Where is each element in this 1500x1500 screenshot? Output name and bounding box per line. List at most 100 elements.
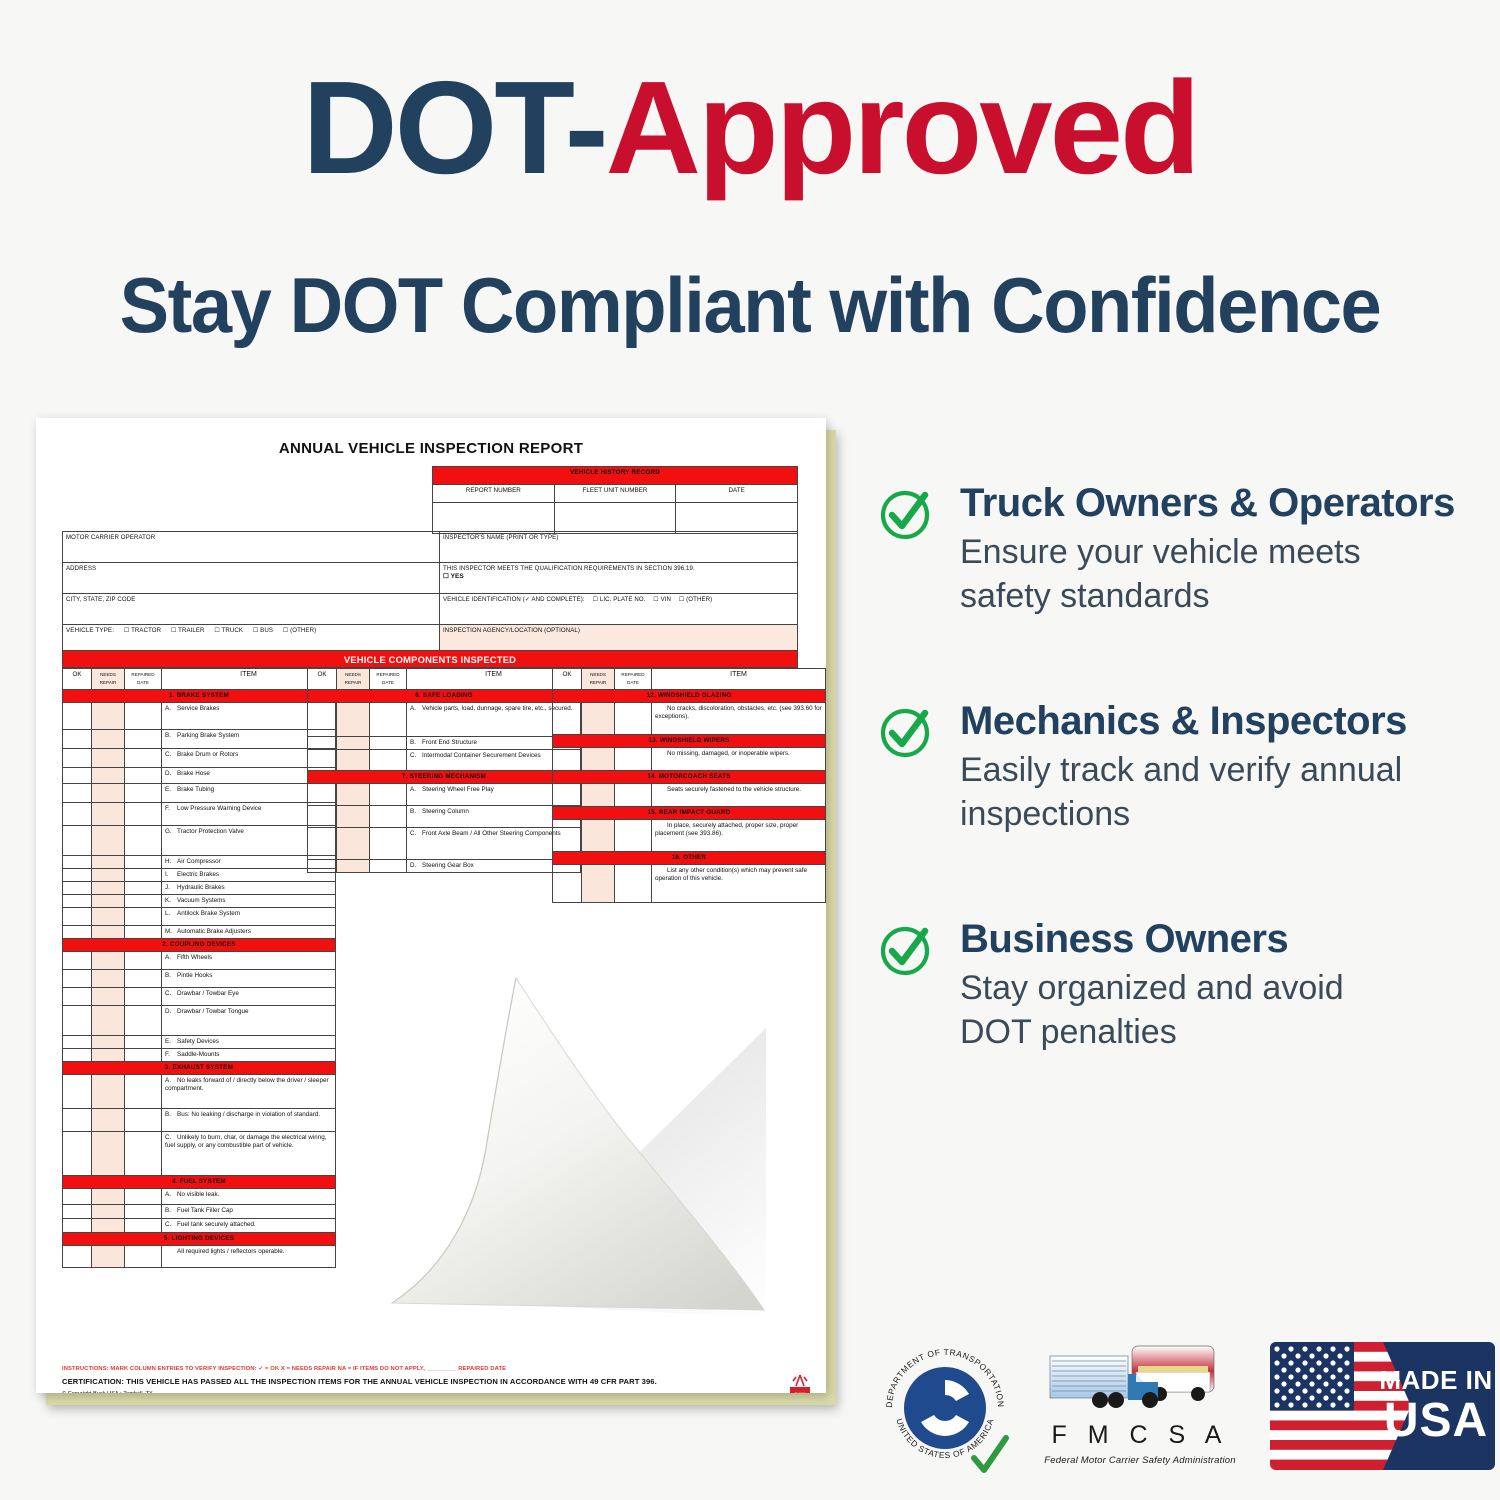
address-field[interactable]: ADDRESS xyxy=(62,562,440,594)
vehicle-type-bus[interactable]: ☐ BUS xyxy=(252,627,274,634)
lic-plate-checkbox[interactable]: ☐ LIC. PLATE NO. xyxy=(592,596,646,603)
city-state-zip-field[interactable]: CITY, STATE, ZIP CODE xyxy=(62,593,440,625)
needs-repair-cell[interactable] xyxy=(91,1035,125,1049)
ok-checkbox-cell[interactable] xyxy=(62,868,92,882)
motor-carrier-operator-field[interactable]: MOTOR CARRIER OPERATOR xyxy=(62,531,440,563)
needs-repair-cell[interactable] xyxy=(336,859,370,873)
input-cell[interactable] xyxy=(432,502,555,534)
needs-repair-cell[interactable] xyxy=(91,1131,125,1176)
qualification-field[interactable]: THIS INSPECTOR MEETS THE QUALIFICATION R… xyxy=(439,562,798,594)
repaired-date-cell[interactable] xyxy=(614,819,652,852)
ok-checkbox-cell[interactable] xyxy=(62,1005,92,1036)
needs-repair-cell[interactable] xyxy=(91,951,125,970)
input-cell[interactable] xyxy=(553,502,677,534)
ok-checkbox-cell[interactable] xyxy=(62,881,92,895)
vin-checkbox[interactable]: ☐ VIN xyxy=(653,596,672,603)
repaired-date-cell[interactable] xyxy=(124,969,162,988)
repaired-date-cell[interactable] xyxy=(124,825,162,856)
needs-repair-cell[interactable] xyxy=(91,767,125,784)
needs-repair-cell[interactable] xyxy=(581,702,615,735)
repaired-date-cell[interactable] xyxy=(124,783,162,803)
ok-checkbox-cell[interactable] xyxy=(62,855,92,869)
needs-repair-cell[interactable] xyxy=(91,1005,125,1036)
repaired-date-cell[interactable] xyxy=(124,1188,162,1205)
needs-repair-cell[interactable] xyxy=(581,783,615,807)
needs-repair-cell[interactable] xyxy=(336,749,370,771)
ok-checkbox-cell[interactable] xyxy=(62,748,92,768)
input-cell[interactable] xyxy=(675,502,798,534)
needs-repair-cell[interactable] xyxy=(336,827,370,860)
needs-repair-cell[interactable] xyxy=(336,805,370,828)
repaired-date-cell[interactable] xyxy=(614,702,652,735)
needs-repair-cell[interactable] xyxy=(91,729,125,749)
ok-checkbox-cell[interactable] xyxy=(62,1048,92,1062)
ok-checkbox-cell[interactable] xyxy=(307,827,337,860)
ok-checkbox-cell[interactable] xyxy=(62,925,92,939)
ok-checkbox-cell[interactable] xyxy=(62,1074,92,1109)
repaired-date-cell[interactable] xyxy=(369,805,407,828)
needs-repair-cell[interactable] xyxy=(91,1048,125,1062)
needs-repair-cell[interactable] xyxy=(336,736,370,750)
repaired-date-cell[interactable] xyxy=(614,747,652,771)
needs-repair-cell[interactable] xyxy=(91,868,125,882)
repaired-date-cell[interactable] xyxy=(124,881,162,895)
repaired-date-cell[interactable] xyxy=(369,736,407,750)
ok-checkbox-cell[interactable] xyxy=(62,1204,92,1219)
repaired-date-cell[interactable] xyxy=(124,1074,162,1109)
repaired-date-cell[interactable] xyxy=(614,783,652,807)
ok-checkbox-cell[interactable] xyxy=(552,783,582,807)
needs-repair-cell[interactable] xyxy=(91,925,125,939)
needs-repair-cell[interactable] xyxy=(91,1218,125,1233)
needs-repair-cell[interactable] xyxy=(581,819,615,852)
repaired-date-cell[interactable] xyxy=(124,868,162,882)
repaired-date-cell[interactable] xyxy=(124,907,162,926)
ok-checkbox-cell[interactable] xyxy=(62,951,92,970)
repaired-date-cell[interactable] xyxy=(124,767,162,784)
needs-repair-cell[interactable] xyxy=(91,825,125,856)
ok-checkbox-cell[interactable] xyxy=(62,702,92,730)
vehicle-identification-field[interactable]: VEHICLE IDENTIFICATION (✓ AND COMPLETE):… xyxy=(439,593,798,625)
ok-checkbox-cell[interactable] xyxy=(62,987,92,1006)
repaired-date-cell[interactable] xyxy=(124,702,162,730)
ok-checkbox-cell[interactable] xyxy=(307,783,337,806)
needs-repair-cell[interactable] xyxy=(91,881,125,895)
ok-checkbox-cell[interactable] xyxy=(62,1188,92,1205)
repaired-date-cell[interactable] xyxy=(369,702,407,737)
needs-repair-cell[interactable] xyxy=(91,748,125,768)
repaired-date-cell[interactable] xyxy=(124,1048,162,1062)
repaired-date-cell[interactable] xyxy=(124,925,162,939)
yes-checkbox[interactable]: ☐ YES xyxy=(443,573,464,580)
needs-repair-cell[interactable] xyxy=(91,1074,125,1109)
ok-checkbox-cell[interactable] xyxy=(552,702,582,735)
needs-repair-cell[interactable] xyxy=(336,783,370,806)
ok-checkbox-cell[interactable] xyxy=(552,819,582,852)
ok-checkbox-cell[interactable] xyxy=(62,969,92,988)
vehicle-type-truck[interactable]: ☐ TRUCK xyxy=(214,627,244,634)
needs-repair-cell[interactable] xyxy=(91,855,125,869)
ok-checkbox-cell[interactable] xyxy=(62,1108,92,1132)
needs-repair-cell[interactable] xyxy=(91,969,125,988)
ok-checkbox-cell[interactable] xyxy=(552,747,582,771)
repaired-date-cell[interactable] xyxy=(124,802,162,826)
ok-checkbox-cell[interactable] xyxy=(307,702,337,737)
ok-checkbox-cell[interactable] xyxy=(62,1035,92,1049)
repaired-date-cell[interactable] xyxy=(369,749,407,771)
ok-checkbox-cell[interactable] xyxy=(62,1218,92,1233)
ok-checkbox-cell[interactable] xyxy=(307,805,337,828)
needs-repair-cell[interactable] xyxy=(91,1188,125,1205)
ok-checkbox-cell[interactable] xyxy=(307,736,337,750)
other-id-checkbox[interactable]: ☐ (OTHER) xyxy=(678,596,713,603)
needs-repair-cell[interactable] xyxy=(336,702,370,737)
vehicle-type-other[interactable]: ☐ (OTHER) xyxy=(282,627,317,634)
ok-checkbox-cell[interactable] xyxy=(62,729,92,749)
repaired-date-cell[interactable] xyxy=(124,987,162,1006)
repaired-date-cell[interactable] xyxy=(124,951,162,970)
needs-repair-cell[interactable] xyxy=(91,907,125,926)
repaired-date-cell[interactable] xyxy=(124,1108,162,1132)
repaired-date-cell[interactable] xyxy=(124,1131,162,1176)
ok-checkbox-cell[interactable] xyxy=(62,802,92,826)
ok-checkbox-cell[interactable] xyxy=(62,907,92,926)
repaired-date-cell[interactable] xyxy=(124,1035,162,1049)
repaired-date-cell[interactable] xyxy=(124,1245,162,1268)
ok-checkbox-cell[interactable] xyxy=(62,1131,92,1176)
